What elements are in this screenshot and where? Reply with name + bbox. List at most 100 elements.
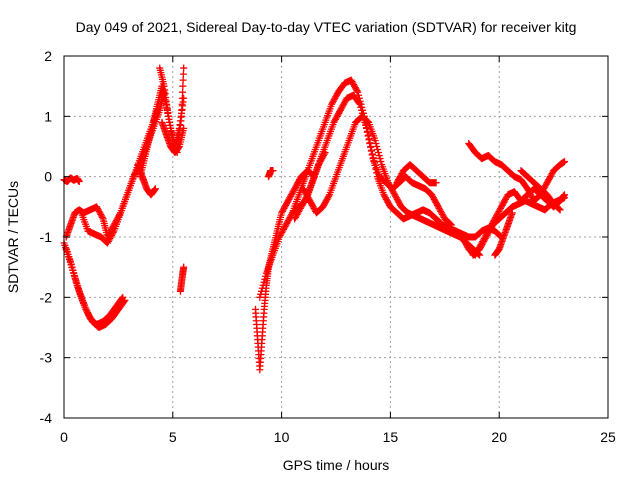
data-point <box>363 117 371 125</box>
data-point <box>82 305 90 313</box>
data-point <box>131 170 139 178</box>
data-point <box>476 244 484 252</box>
x-tick-label: 5 <box>169 429 177 445</box>
data-point <box>353 87 361 95</box>
y-tick-label: 2 <box>44 48 52 64</box>
y-tick-label: -4 <box>40 410 53 426</box>
x-axis-label: GPS time / hours <box>283 457 390 473</box>
x-tick-label: 25 <box>600 429 616 445</box>
data-point <box>375 152 383 160</box>
data-point <box>380 191 388 199</box>
data-point <box>483 231 491 239</box>
data-point <box>554 204 562 212</box>
data-point <box>258 284 266 292</box>
data-point <box>352 85 360 93</box>
data-point <box>356 100 364 108</box>
data-point <box>178 94 186 102</box>
data-point <box>281 222 289 230</box>
data-point <box>328 99 336 107</box>
data-point <box>481 236 489 244</box>
data-point <box>372 139 380 147</box>
data-point <box>121 296 129 304</box>
series-track-i <box>134 161 159 199</box>
data-point <box>496 206 504 214</box>
data-point <box>130 173 138 181</box>
data-point <box>307 198 315 206</box>
data-point <box>298 201 306 209</box>
y-tick-label: 0 <box>44 169 52 185</box>
data-point <box>430 195 438 203</box>
data-point <box>289 188 297 196</box>
data-point <box>329 97 337 105</box>
x-tick-label: 20 <box>491 429 507 445</box>
data-point <box>305 195 313 203</box>
data-point <box>96 209 104 217</box>
data-point <box>447 221 455 229</box>
data-point <box>259 281 267 289</box>
data-point <box>280 204 288 212</box>
data-point <box>304 194 312 202</box>
data-point <box>397 171 405 179</box>
x-tick-labels: 0 5 10 15 20 25 <box>60 429 616 445</box>
data-point <box>105 236 113 244</box>
data-point <box>498 201 506 209</box>
data-point <box>336 106 344 114</box>
data-point <box>384 198 392 206</box>
data-point <box>459 235 467 243</box>
data-point <box>104 238 112 246</box>
data-point <box>437 207 445 215</box>
data-point <box>501 195 509 203</box>
data-point <box>179 88 187 96</box>
axis-ticks <box>63 55 609 419</box>
data-point <box>371 136 379 144</box>
data-point <box>542 180 550 188</box>
data-point <box>290 186 298 194</box>
data-point <box>291 183 299 191</box>
data-point <box>546 173 554 181</box>
data-point <box>75 177 83 185</box>
data-point <box>276 231 284 239</box>
data-point <box>523 185 531 193</box>
series-track-r <box>465 139 568 205</box>
data-point <box>386 182 394 190</box>
data-point <box>431 197 439 205</box>
data-point <box>299 200 307 208</box>
series-track-m <box>265 167 277 181</box>
y-tick-labels: -4 -3 -2 -1 0 1 2 <box>40 48 53 426</box>
data-point <box>434 203 442 211</box>
data-point <box>374 146 382 154</box>
data-point <box>109 228 117 236</box>
data-point <box>108 231 116 239</box>
data-point <box>279 227 287 235</box>
data-point <box>351 84 359 92</box>
data-point <box>435 204 443 212</box>
data-point <box>366 139 374 147</box>
data-point <box>306 197 314 205</box>
y-tick-label: -1 <box>40 229 53 245</box>
data-point <box>544 177 552 185</box>
data-point <box>543 179 551 187</box>
data-point <box>83 308 91 316</box>
data-point <box>284 216 292 224</box>
data-point <box>130 171 138 179</box>
data-point <box>336 108 344 116</box>
data-point <box>179 70 187 78</box>
data-point <box>395 176 403 184</box>
data-point <box>362 124 370 132</box>
data-point <box>395 198 403 206</box>
data-point <box>323 195 331 203</box>
data-point <box>495 207 503 215</box>
data-point <box>340 99 348 107</box>
chart-title: Day 049 of 2021, Sidereal Day-to-day VTE… <box>76 19 577 35</box>
data-point <box>107 233 115 241</box>
data-point <box>256 293 264 301</box>
data-point <box>180 64 188 72</box>
data-point <box>293 210 301 218</box>
data-point <box>348 78 356 86</box>
data-point <box>350 82 358 90</box>
data-point <box>391 191 399 199</box>
data-point <box>288 189 296 197</box>
data-point <box>93 203 101 211</box>
data-point <box>257 287 265 295</box>
